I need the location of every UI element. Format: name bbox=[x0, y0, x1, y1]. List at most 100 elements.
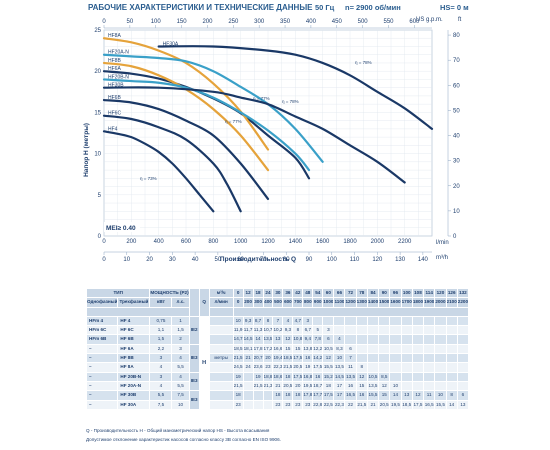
head-value: 23 bbox=[232, 399, 244, 410]
flow-lmin-value: 700 bbox=[292, 297, 304, 308]
head-value bbox=[445, 315, 458, 327]
head-value: 18 bbox=[232, 390, 244, 401]
power-hp: 5,5 bbox=[171, 362, 190, 373]
power-hp: 3 bbox=[171, 343, 190, 355]
head-value: 21 bbox=[272, 380, 284, 392]
frequency-label: 50 Гц bbox=[315, 3, 335, 12]
head-value: 23 bbox=[302, 399, 314, 410]
head-value bbox=[242, 380, 254, 392]
head-value bbox=[389, 334, 402, 345]
head-value: 24 bbox=[242, 362, 254, 373]
right-tick-label: 80 bbox=[453, 33, 460, 39]
head-value: 22,5 bbox=[322, 399, 335, 410]
x-tick-label: 600 bbox=[181, 239, 192, 245]
head-value bbox=[389, 315, 402, 327]
head-value: 20,5 bbox=[292, 362, 304, 373]
head-value bbox=[400, 325, 413, 336]
head-value: 19,5 bbox=[302, 380, 314, 392]
head-value bbox=[456, 315, 470, 327]
head-value bbox=[389, 325, 402, 336]
curve-line bbox=[102, 53, 324, 163]
head-value: 13 bbox=[456, 399, 470, 410]
power-hp: 7,5 bbox=[171, 390, 190, 401]
head-value bbox=[355, 334, 368, 345]
x-tick-label: 1200 bbox=[261, 239, 275, 245]
top-tick-label: 500 bbox=[358, 19, 369, 25]
head-value: 14 bbox=[445, 399, 458, 410]
right-tick-label: 20 bbox=[453, 184, 460, 190]
head-value: 16,6 bbox=[272, 343, 284, 355]
flow-lmin-value: 800 bbox=[302, 297, 314, 308]
head-value: 20,7 bbox=[252, 353, 264, 364]
power-kw: 3 bbox=[149, 353, 173, 364]
head-value bbox=[423, 325, 436, 336]
head-value: 17,5 bbox=[411, 399, 425, 410]
head-value: 12 bbox=[411, 390, 425, 401]
mei-badge bbox=[104, 222, 140, 232]
single-phase-model: HFm 4 bbox=[85, 315, 119, 327]
head-value bbox=[445, 334, 458, 345]
head-value: 22,8 bbox=[312, 399, 324, 410]
head-value bbox=[411, 380, 425, 392]
top-tick-label: 50 bbox=[127, 19, 134, 25]
curve-line bbox=[102, 130, 215, 213]
power-kw: 3 bbox=[149, 371, 173, 382]
head-value: 17,5 bbox=[312, 362, 324, 373]
alt-x-tick-label: 110 bbox=[350, 257, 360, 263]
head-value bbox=[434, 371, 447, 382]
head-value bbox=[400, 380, 413, 392]
head-value bbox=[456, 371, 470, 382]
mei-label: MEI≥ 0.40 bbox=[106, 225, 136, 232]
top-tick-label: 150 bbox=[177, 19, 188, 25]
head-value: 12 bbox=[282, 334, 294, 345]
head-value: 18 bbox=[322, 380, 335, 392]
top-tick-label: 250 bbox=[228, 19, 239, 25]
flow-lmin-value: 2000 bbox=[434, 297, 447, 308]
head-value bbox=[355, 353, 368, 364]
head-value: 11,3 bbox=[252, 325, 264, 336]
head-value: 21,5 bbox=[232, 380, 244, 392]
head-value: 16 bbox=[312, 371, 324, 382]
head-value: 6 bbox=[456, 390, 470, 401]
x-tick-label: 400 bbox=[154, 239, 165, 245]
head-value bbox=[262, 390, 274, 401]
table-row: HFm 6B HF 6B 1,5 2 14,7 14,5 14 13,5 13 12 10,8 9,4… bbox=[85, 334, 470, 345]
h-unit-spacer bbox=[208, 399, 234, 410]
head-value: 17,2 bbox=[262, 343, 274, 355]
head-value bbox=[344, 315, 357, 327]
three-phase-model: HF 20A-N bbox=[117, 380, 151, 392]
head-value: 12 bbox=[322, 353, 335, 364]
x-tick-label: 0 bbox=[102, 239, 106, 245]
efficiency-label: η = 77% bbox=[253, 96, 270, 101]
top-tick-label: 300 bbox=[254, 19, 265, 25]
head-value: 23 bbox=[282, 399, 294, 410]
curve-line bbox=[102, 98, 270, 201]
curve-line bbox=[102, 86, 406, 184]
head-value: 18 bbox=[292, 390, 304, 401]
power-header: МОЩНОСТЬ (P2) bbox=[149, 287, 190, 299]
x-tick-label: 1400 bbox=[289, 239, 303, 245]
flow-m3h-value: 108 bbox=[411, 287, 425, 299]
head-value: 9,3 bbox=[282, 325, 294, 336]
flow-m3h-value: 0 bbox=[232, 287, 244, 299]
flow-m3h-value: 114 bbox=[423, 287, 436, 299]
three-phase-header: Трехфазный bbox=[117, 297, 151, 308]
power-kw: 5,5 bbox=[149, 390, 173, 401]
curve-label: HF6C bbox=[108, 111, 121, 117]
axes: 0 200 400 600 800 1000 1200 1400 1600 1800 2000 220… bbox=[94, 19, 460, 263]
table-row: HFm 4 HF 4 0,75 1 IE2 H 10 9,3 8,7 8 7 4 4,7 3 bbox=[85, 315, 470, 410]
right-tick-label: 0 bbox=[453, 234, 457, 240]
head-value: 8 bbox=[292, 325, 304, 336]
head-value bbox=[400, 353, 413, 364]
y-tick-label: 25 bbox=[94, 28, 101, 34]
right-tick-label: 70 bbox=[453, 58, 460, 64]
head-value: 15 bbox=[282, 343, 294, 355]
head-value: 19,5 bbox=[389, 399, 402, 410]
head-value: 7 bbox=[272, 315, 284, 327]
flow-m3h-value: 96 bbox=[389, 287, 402, 299]
three-phase-model: HF 4 bbox=[117, 315, 151, 327]
flow-lmin-value: 500 bbox=[272, 297, 284, 308]
h-unit-spacer bbox=[208, 334, 234, 345]
head-value bbox=[378, 362, 391, 373]
top-tick-label: 600 bbox=[409, 19, 420, 25]
